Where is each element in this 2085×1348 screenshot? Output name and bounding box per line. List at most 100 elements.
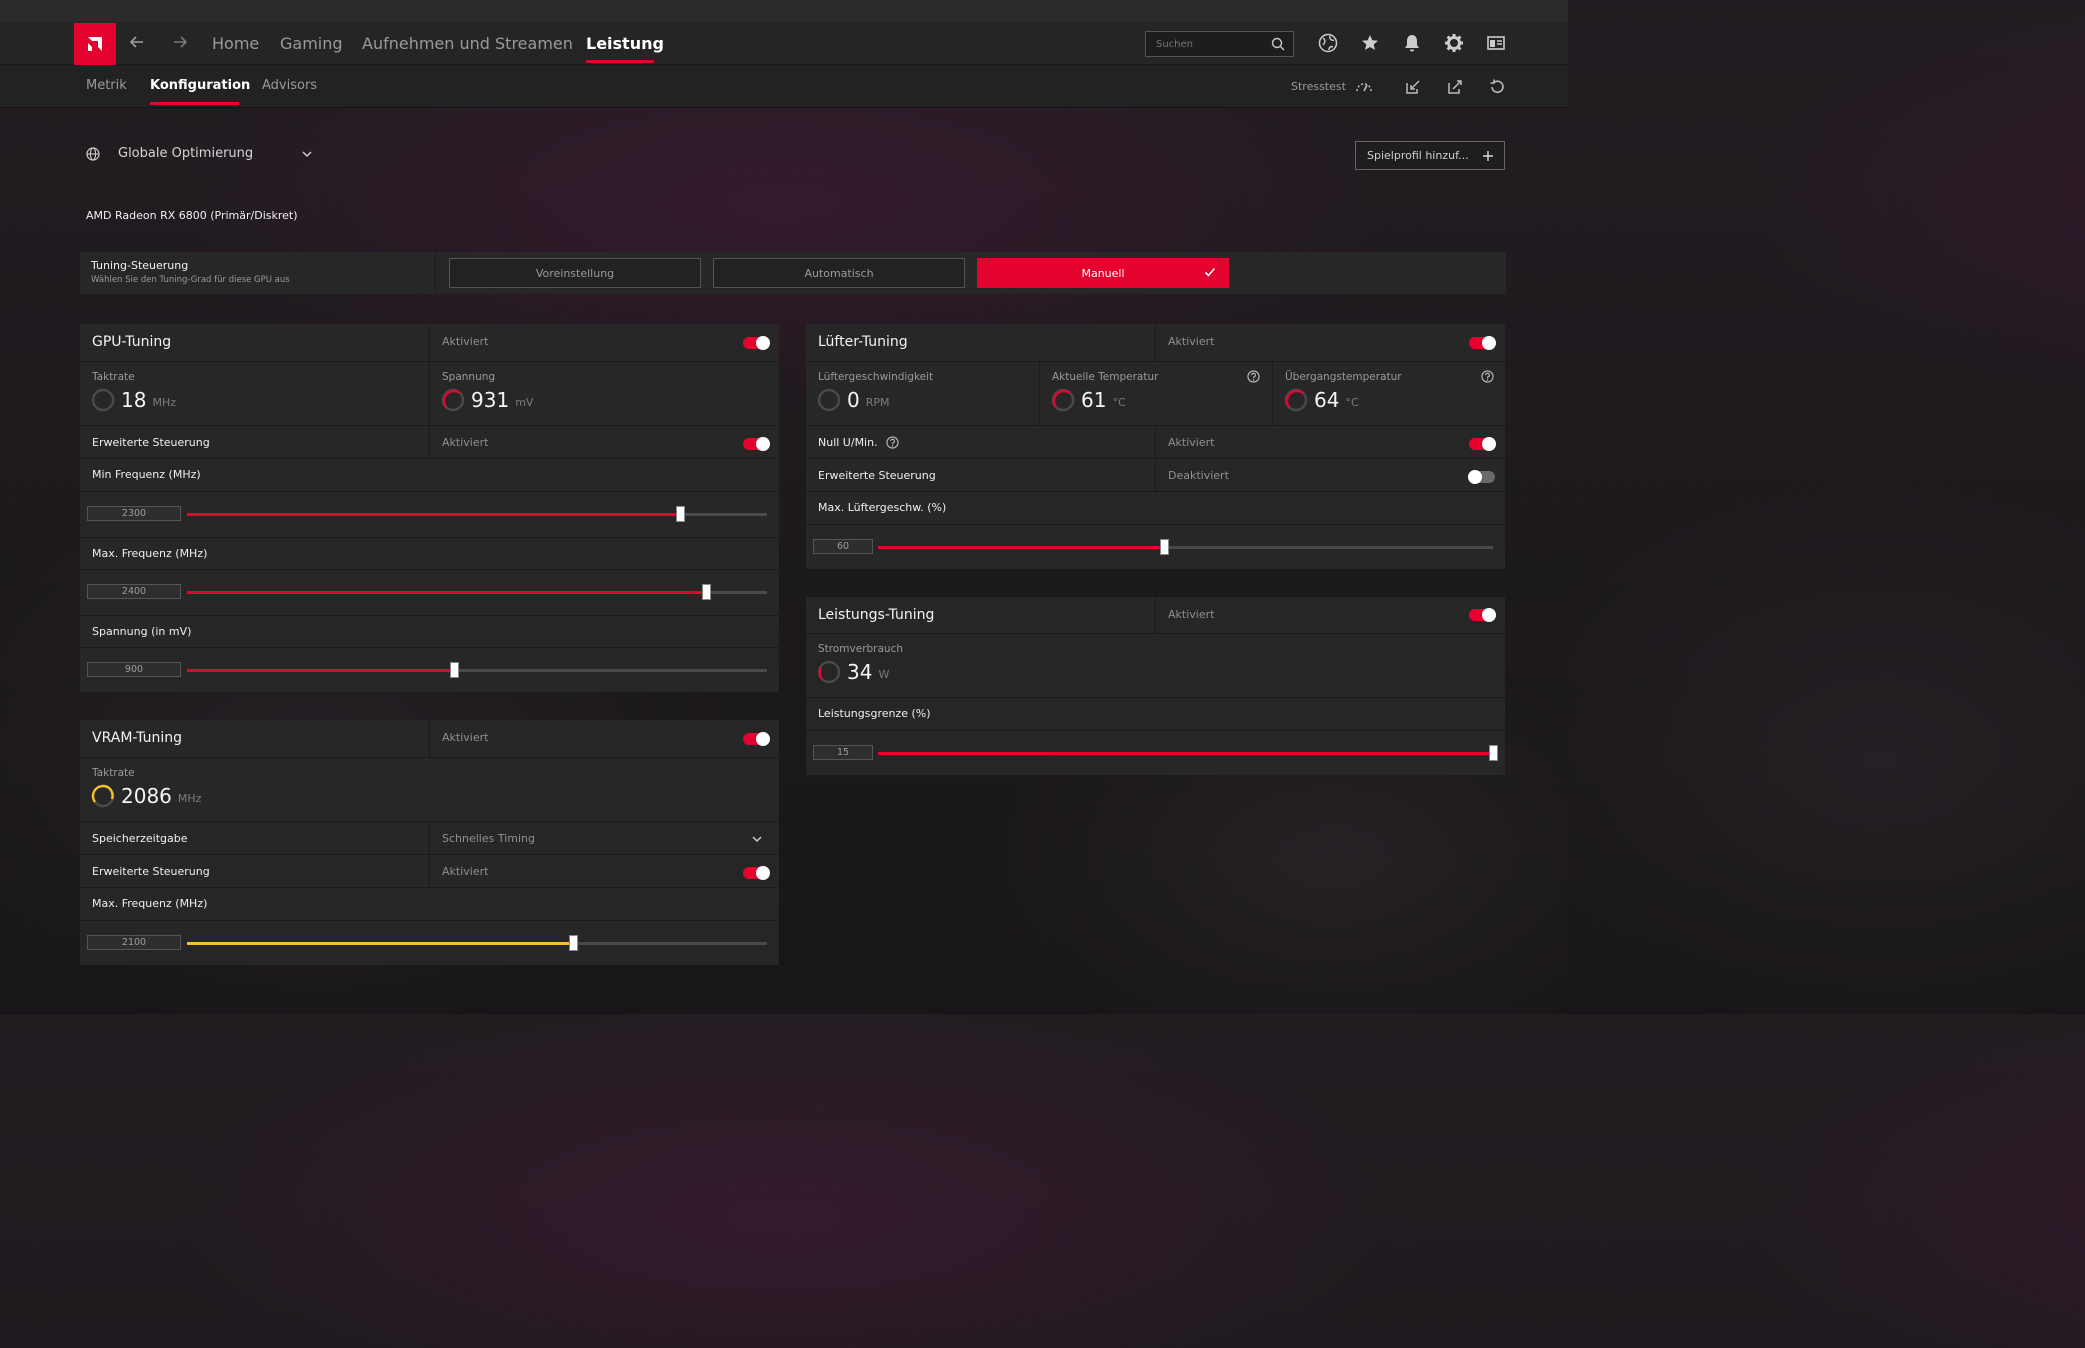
add-game-profile-label: Spielprofil hinzuf... — [1367, 149, 1469, 162]
fan-max-speed-slider[interactable] — [878, 539, 1493, 555]
gpu-max-freq-value[interactable]: 2400 — [87, 584, 181, 599]
power-tuning-panel: Leistungs-Tuning Aktiviert Stromverbrauc… — [806, 597, 1505, 775]
gpu-metrics-row: Taktrate 18 MHz Spannung 931 mV — [80, 362, 779, 426]
stress-test-label[interactable]: Stresstest — [1291, 80, 1346, 93]
profile-selector[interactable]: Globale Optimierung — [86, 146, 313, 161]
gpu-tuning-toggle[interactable] — [743, 336, 770, 350]
power-limit-label-row: Leistungsgrenze (%) — [806, 698, 1505, 731]
gpu-voltage-value: 931 — [471, 388, 510, 412]
gpu-voltage-metric: 931 mV — [441, 388, 533, 412]
amd-logo-icon[interactable] — [74, 23, 116, 65]
help-icon[interactable] — [886, 436, 899, 449]
chevron-down-icon — [302, 150, 312, 157]
power-limit-slider[interactable] — [878, 745, 1498, 761]
gpu-tuning-panel: GPU-Tuning Aktiviert Taktrate 18 MHz Spa… — [80, 324, 779, 692]
search-icon[interactable] — [1271, 37, 1285, 51]
memory-timing-row: Speicherzeitgabe Schnelles Timing — [80, 822, 779, 855]
power-tuning-title: Leistungs-Tuning — [818, 607, 935, 623]
back-arrow-icon[interactable] — [128, 33, 146, 56]
vram-tuning-header: VRAM-Tuning Aktiviert — [80, 720, 779, 758]
gauge-icon — [817, 660, 841, 684]
slider-thumb[interactable] — [1489, 745, 1498, 761]
help-icon[interactable] — [1247, 370, 1260, 383]
vram-clock-label: Taktrate — [92, 767, 135, 779]
fan-speed-unit: RPM — [865, 395, 890, 409]
globe-icon[interactable] — [1318, 33, 1340, 55]
slider-fill — [187, 942, 573, 945]
search-box[interactable] — [1145, 31, 1294, 57]
slider-fill — [187, 669, 454, 672]
gauge-icon — [91, 784, 115, 808]
fan-max-speed-value[interactable]: 60 — [813, 539, 873, 554]
nav-item-home[interactable]: Home — [212, 34, 260, 53]
power-limit-value[interactable]: 15 — [813, 745, 873, 760]
vram-advanced-toggle[interactable] — [743, 866, 770, 880]
reset-icon[interactable] — [1488, 78, 1506, 96]
slider-fill — [878, 752, 1493, 755]
gpu-clock-value: 18 — [121, 388, 147, 412]
gpu-voltage-slider-value[interactable]: 900 — [87, 662, 181, 677]
gpu-max-freq-label: Max. Frequenz (MHz) — [92, 547, 208, 560]
star-icon[interactable] — [1360, 33, 1382, 55]
gpu-min-freq-value[interactable]: 2300 — [87, 506, 181, 521]
vram-max-freq-slider[interactable] — [187, 935, 767, 951]
gpu-advanced-toggle[interactable] — [743, 437, 770, 451]
zero-rpm-toggle[interactable] — [1469, 437, 1496, 451]
tuning-option-automatic-label: Automatisch — [804, 266, 874, 280]
tuning-control-label-cell: Tuning-Steuerung Wählen Sie den Tuning-G… — [80, 252, 436, 294]
fan-advanced-status: Deaktiviert — [1168, 469, 1229, 482]
layout-icon[interactable] — [1486, 33, 1508, 55]
vram-advanced-label: Erweiterte Steuerung — [92, 865, 210, 878]
power-tuning-toggle[interactable] — [1469, 608, 1496, 622]
vram-max-freq-label-row: Max. Frequenz (MHz) — [80, 888, 779, 921]
help-icon[interactable] — [1481, 370, 1494, 383]
chevron-down-icon[interactable] — [751, 833, 763, 845]
fan-advanced-toggle[interactable] — [1468, 470, 1495, 484]
gpu-min-freq-slider[interactable] — [187, 506, 767, 522]
forward-arrow-icon[interactable] — [171, 33, 189, 56]
gpu-tuning-status: Aktiviert — [442, 335, 489, 348]
nav-item-performance[interactable]: Leistung — [586, 34, 664, 53]
vram-clock-value: 2086 — [121, 784, 172, 808]
gpu-max-freq-slider[interactable] — [187, 584, 767, 600]
export-icon[interactable] — [1446, 78, 1464, 96]
vram-tuning-toggle[interactable] — [743, 732, 770, 746]
tuning-option-preset[interactable]: Voreinstellung — [449, 258, 701, 288]
nav-item-record-stream[interactable]: Aufnehmen und Streamen — [362, 34, 573, 53]
memory-timing-select[interactable]: Schnelles Timing — [442, 832, 536, 845]
fan-tuning-panel: Lüfter-Tuning Aktiviert Lüftergeschwindi… — [806, 324, 1505, 569]
tab-metrics[interactable]: Metrik — [86, 78, 127, 93]
nav-item-gaming[interactable]: Gaming — [280, 34, 343, 53]
slider-fill — [187, 591, 707, 594]
add-game-profile-button[interactable]: Spielprofil hinzuf... — [1355, 141, 1505, 170]
power-consumption-unit: W — [878, 667, 890, 681]
tuning-option-manual[interactable]: Manuell — [977, 258, 1229, 288]
tab-advisors[interactable]: Advisors — [262, 78, 318, 93]
slider-thumb[interactable] — [449, 662, 459, 678]
tab-configuration[interactable]: Konfiguration — [150, 78, 251, 93]
fan-tuning-toggle[interactable] — [1469, 336, 1496, 350]
vram-clock-metric: 2086 MHz — [91, 784, 201, 808]
bell-icon[interactable] — [1402, 33, 1424, 55]
vram-tuning-panel: VRAM-Tuning Aktiviert Taktrate 2086 MHz … — [80, 720, 779, 965]
search-input[interactable] — [1156, 38, 1256, 50]
gpu-voltage-slider[interactable] — [187, 662, 767, 678]
fan-speed-metric: 0 RPM — [817, 388, 890, 412]
current-temp-metric: 61 °C — [1051, 388, 1126, 412]
import-icon[interactable] — [1404, 78, 1422, 96]
gpu-voltage-slider-label-row: Spannung (in mV) — [80, 615, 779, 648]
slider-thumb[interactable] — [702, 584, 712, 600]
gear-icon[interactable] — [1444, 33, 1466, 55]
slider-thumb[interactable] — [1159, 539, 1169, 555]
tuning-option-automatic[interactable]: Automatisch — [713, 258, 965, 288]
gpu-advanced-status: Aktiviert — [442, 436, 489, 449]
slider-thumb[interactable] — [676, 506, 685, 522]
gpu-min-freq-label-row: Min Frequenz (MHz) — [80, 459, 779, 492]
power-tuning-status: Aktiviert — [1168, 608, 1215, 621]
slider-thumb[interactable] — [568, 935, 578, 951]
stress-gauge-icon[interactable] — [1355, 78, 1373, 96]
vram-max-freq-value[interactable]: 2100 — [87, 935, 181, 950]
power-consumption-value: 34 — [847, 660, 873, 684]
fan-max-speed-label: Max. Lüftergeschw. (%) — [818, 501, 947, 514]
gpu-voltage-unit: mV — [515, 395, 534, 409]
